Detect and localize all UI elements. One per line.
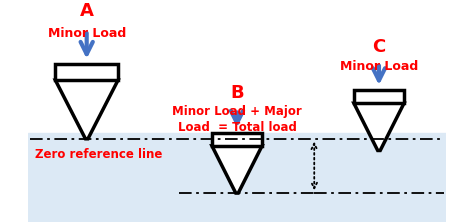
Text: Minor Load + Major
Load  = Total load: Minor Load + Major Load = Total load (172, 105, 302, 134)
Text: C: C (373, 38, 385, 56)
Polygon shape (55, 80, 118, 139)
Polygon shape (212, 132, 262, 146)
Polygon shape (354, 90, 404, 103)
Polygon shape (55, 64, 118, 80)
Text: Minor Load: Minor Load (340, 60, 418, 73)
Polygon shape (354, 103, 404, 151)
Text: B: B (230, 85, 244, 103)
Text: Zero reference line: Zero reference line (35, 148, 162, 161)
Text: A: A (80, 2, 94, 20)
Bar (28, 132, 446, 222)
Polygon shape (212, 146, 262, 193)
Text: Minor Load: Minor Load (47, 27, 126, 40)
